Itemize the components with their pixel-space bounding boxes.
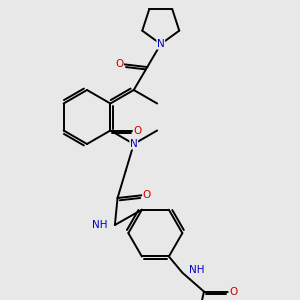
Text: NH: NH xyxy=(92,220,108,230)
Text: NH: NH xyxy=(189,265,205,275)
Text: NH: NH xyxy=(189,265,205,275)
Text: O: O xyxy=(133,125,142,136)
Text: O: O xyxy=(229,286,237,297)
Text: O: O xyxy=(115,59,123,69)
Text: O: O xyxy=(143,190,151,200)
Text: N: N xyxy=(130,139,138,149)
Text: N: N xyxy=(157,39,165,49)
